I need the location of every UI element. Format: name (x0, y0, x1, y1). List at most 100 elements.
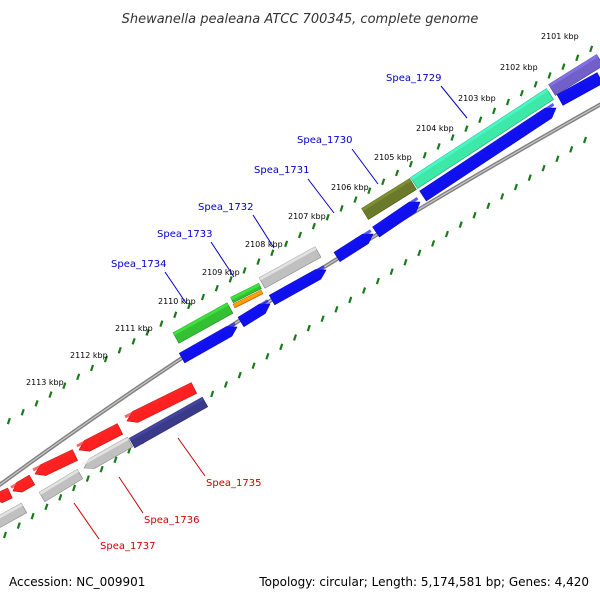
scale-tick (417, 249, 422, 257)
outer-feature-bar-highlight (10, 475, 31, 489)
scale-tick (367, 187, 372, 195)
inner-feature-bar-highlight (419, 103, 555, 194)
scale-tick (582, 136, 588, 144)
outer-feature-bar-highlight (76, 423, 119, 448)
scale-tick (210, 390, 215, 398)
scale-label: 2109 kbp (202, 268, 240, 277)
scale-tick (436, 143, 441, 150)
scale-tick (422, 151, 427, 159)
genome-summary-text: Topology: circular; Length: 5,174,581 bp… (259, 575, 589, 589)
backbone-line (0, 102, 600, 488)
scale-tick (527, 174, 532, 181)
inner-feature-bar-highlight (557, 72, 599, 98)
inner-feature-bar-highlight (179, 322, 236, 356)
scale-label: 2102 kbp (500, 63, 538, 72)
scale-ticks (2, 45, 594, 539)
scale-tick (256, 258, 261, 265)
scale-tick (444, 230, 449, 238)
scale-tick (76, 373, 81, 381)
scale-tick (187, 302, 192, 310)
scale-tick (306, 324, 311, 332)
scale-label: 2104 kbp (416, 124, 454, 133)
inner-feature-bar-highlight (129, 397, 204, 441)
gene-label: Spea_1736 (144, 515, 199, 526)
outer-feature-bar-highlight (230, 283, 260, 300)
outer-feature-bar-highlight (259, 246, 317, 281)
scale-tick (48, 391, 53, 398)
scale-tick (362, 287, 367, 294)
scale-tick (242, 267, 247, 274)
gene-label: Spea_1733 (157, 229, 212, 240)
scale-tick (62, 382, 67, 390)
gene-leader-line (73, 502, 100, 540)
scale-label: 2113 kbp (26, 378, 64, 387)
scale-tick (2, 531, 8, 539)
gene-leader-line (440, 85, 468, 119)
scale-tick (464, 125, 469, 132)
inner-feature-bar (419, 107, 557, 202)
scale-tick (90, 364, 95, 372)
scale-tick (228, 275, 233, 283)
gene-leader-line (351, 148, 379, 185)
scale-label: 2103 kbp (458, 94, 496, 103)
scale-tick (348, 296, 353, 304)
outer-feature-bar-highlight (0, 488, 9, 495)
scale-tick (265, 352, 270, 360)
gene-leader-line (118, 476, 144, 514)
scale-tick (6, 417, 11, 425)
scale-tick (103, 355, 108, 363)
gene-label: Spea_1737 (100, 541, 155, 552)
gene-label: Spea_1734 (111, 259, 166, 270)
scale-tick (334, 305, 339, 313)
scale-tick (408, 160, 413, 168)
scale-tick (284, 240, 289, 248)
gene-leader-line (164, 271, 187, 304)
scale-tick (279, 343, 284, 351)
scale-tick (145, 329, 150, 336)
scale-tick (173, 311, 178, 319)
gene-label: Spea_1732 (198, 202, 253, 213)
scale-tick (72, 484, 77, 492)
scale-tick (99, 465, 104, 473)
scale-tick (320, 315, 325, 323)
scale-tick (403, 258, 408, 266)
scale-tick (85, 475, 90, 482)
scale-tick (159, 320, 164, 327)
inner-feature-bar-highlight (334, 229, 372, 255)
scale-tick (16, 522, 21, 529)
scale-label: 2107 kbp (288, 212, 326, 221)
scale-label: 2106 kbp (331, 183, 369, 192)
gene-label: Spea_1731 (254, 165, 309, 176)
inner-feature-bar-highlight (81, 437, 129, 466)
scale-tick (353, 196, 358, 203)
scale-tick (395, 169, 400, 177)
scale-tick (478, 116, 483, 124)
inner-feature-bar (333, 233, 374, 263)
scale-tick (486, 202, 491, 210)
outer-feature-bar-highlight (548, 54, 599, 87)
scale-tick (237, 371, 242, 379)
scale-tick (117, 346, 122, 354)
accession-text: Accession: NC_009901 (9, 575, 146, 589)
gene-leader-line (307, 178, 335, 214)
scale-tick (541, 164, 546, 172)
scale-tick (533, 80, 538, 88)
scale-tick (34, 400, 39, 407)
gene-leader-line (252, 214, 275, 249)
scale-tick (20, 408, 25, 416)
gene-label: Spea_1729 (386, 73, 441, 84)
outer-feature-bar-highlight (233, 290, 263, 307)
scale-tick (311, 222, 316, 230)
gene-features (0, 54, 600, 528)
genome-title: Shewanella pealeana ATCC 700345, complet… (122, 12, 479, 27)
scale-tick (270, 249, 275, 257)
outer-feature-bar-highlight (410, 88, 549, 181)
scale-tick (555, 155, 560, 163)
scale-tick (513, 183, 518, 191)
inner-feature-bar-highlight (0, 503, 23, 519)
scale-tick (519, 89, 524, 97)
scale-tick (325, 213, 330, 221)
scale-tick (431, 240, 436, 247)
scale-tick (251, 362, 256, 370)
